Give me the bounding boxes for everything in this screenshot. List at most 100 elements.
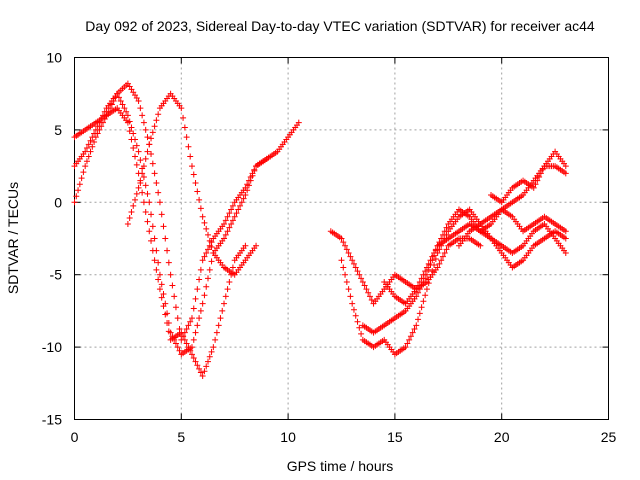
data-point <box>180 114 187 121</box>
x-tick-label: 5 <box>177 429 185 445</box>
data-point <box>153 179 160 186</box>
data-point <box>222 231 229 238</box>
data-point <box>144 134 151 141</box>
data-point <box>361 282 368 289</box>
data-point <box>205 246 211 253</box>
y-tick-label: -15 <box>42 412 62 428</box>
data-point <box>116 94 122 101</box>
data-point <box>83 158 90 165</box>
data-point <box>148 151 155 158</box>
data-point <box>231 213 238 220</box>
data-point <box>245 182 252 189</box>
grid <box>74 57 609 420</box>
data-point <box>562 228 569 235</box>
data-point <box>205 358 211 365</box>
data-point <box>144 148 151 155</box>
data-point <box>133 190 140 197</box>
series-track-10 <box>381 235 484 307</box>
data-point <box>133 161 140 168</box>
data-point <box>226 210 233 217</box>
data-point <box>76 181 83 188</box>
data-point <box>438 257 445 264</box>
data-point <box>164 319 171 326</box>
data-point <box>197 266 204 273</box>
data-point <box>172 340 179 347</box>
x-tick-label: 0 <box>71 429 79 445</box>
y-tick-label: 5 <box>54 122 62 138</box>
data-point <box>201 253 208 260</box>
data-point <box>146 228 153 235</box>
data-point <box>148 237 155 244</box>
x-tick-label: 25 <box>601 429 617 445</box>
data-point <box>439 253 446 260</box>
data-point <box>178 329 185 336</box>
data-point <box>420 298 427 305</box>
data-point <box>343 278 350 285</box>
data-point <box>224 213 231 220</box>
data-point <box>295 119 302 126</box>
data-point <box>181 336 188 343</box>
data-point <box>358 330 365 337</box>
data-point <box>537 170 544 177</box>
x-tick-label: 10 <box>280 429 296 445</box>
data-point <box>197 369 204 376</box>
data-point <box>151 170 158 177</box>
data-point <box>155 189 162 196</box>
data-point <box>137 157 144 164</box>
data-point <box>441 249 448 256</box>
data-point <box>192 358 199 365</box>
data-point <box>350 306 357 313</box>
data-point <box>183 134 190 141</box>
data-point <box>249 172 256 179</box>
data-point <box>409 329 416 336</box>
data-point <box>78 175 85 182</box>
data-point <box>436 260 443 267</box>
data-point <box>222 293 229 300</box>
data-point <box>148 211 155 218</box>
data-point <box>128 208 135 215</box>
data-point <box>423 286 430 293</box>
data-point <box>354 318 361 325</box>
data-point <box>350 260 357 267</box>
data-point <box>180 333 187 340</box>
data-point <box>91 130 98 137</box>
y-tick-label: -10 <box>42 339 62 355</box>
data-point <box>203 363 210 370</box>
data-point <box>153 117 160 124</box>
data-point <box>347 253 354 260</box>
data-point <box>132 196 139 203</box>
data-point <box>140 163 147 170</box>
series-track-3 <box>71 105 249 380</box>
data-point <box>135 184 142 191</box>
data-point <box>562 163 569 170</box>
series-track-1 <box>71 80 302 343</box>
data-point <box>75 187 82 194</box>
data-point <box>219 307 226 314</box>
data-point <box>263 155 270 162</box>
data-point <box>203 225 210 232</box>
data-point <box>208 348 215 355</box>
series-track-9 <box>488 148 569 206</box>
data-point <box>206 353 213 360</box>
data-point <box>221 300 228 307</box>
data-point <box>228 221 235 228</box>
data-point <box>199 300 206 307</box>
data-point <box>135 97 142 104</box>
data-point <box>174 344 181 351</box>
data-point <box>431 252 438 259</box>
data-point <box>194 286 201 293</box>
data-point <box>185 143 192 150</box>
data-point <box>82 163 89 170</box>
data-point <box>345 249 352 256</box>
data-point <box>368 297 375 304</box>
data-points <box>71 80 569 380</box>
data-point <box>235 206 242 213</box>
data-point <box>530 184 537 191</box>
data-point <box>162 235 169 242</box>
data-point <box>206 266 213 273</box>
data-point <box>148 135 155 142</box>
data-point <box>242 192 249 199</box>
data-point <box>253 242 260 249</box>
data-point <box>222 217 229 224</box>
data-point <box>114 90 121 97</box>
